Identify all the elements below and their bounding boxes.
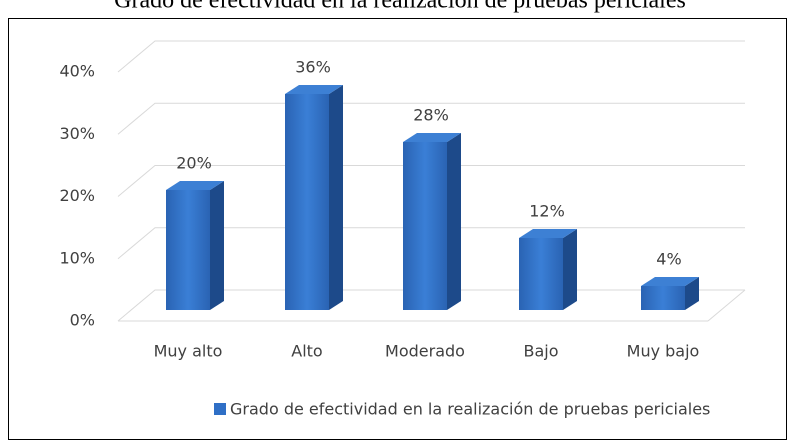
bar-top [285,85,343,94]
data-label: 36% [295,58,331,77]
bar [285,94,329,310]
bar [166,190,210,310]
bar [403,142,447,310]
x-tick-label: Moderado [385,342,465,361]
bar-side [447,133,461,310]
legend-marker [214,403,226,415]
x-tick-label: Muy bajo [627,342,700,361]
data-label: 12% [529,202,565,221]
legend-label: Grado de efectividad en la realización d… [230,400,710,419]
x-tick-label: Alto [291,342,322,361]
bar-top [403,133,461,142]
y-tick-label: 10% [59,248,95,267]
bar-side [210,181,224,310]
chart-border [8,18,787,440]
x-tick-label: Muy alto [154,342,223,361]
grid-line [117,227,745,260]
bar-side [329,85,343,310]
grid-line [117,165,745,197]
bar-side [563,229,577,310]
y-tick-label: 40% [59,62,95,81]
bar-top [641,277,699,286]
y-tick-label: 20% [59,186,95,205]
chart-title: Grado de efectividad en la realización d… [114,0,686,14]
bar [641,286,685,310]
grid-line [117,40,745,73]
bar-top [519,229,577,238]
data-label: 4% [656,250,681,269]
bar [519,238,563,310]
y-tick-label: 0% [70,311,95,330]
data-label: 20% [176,154,212,173]
x-tick-label: Bajo [523,342,558,361]
bar-side [685,277,699,310]
y-tick-label: 30% [59,124,95,143]
grid-line [117,102,745,135]
floor-edge [707,289,746,322]
data-label: 28% [413,106,449,125]
bar-top [166,181,224,190]
